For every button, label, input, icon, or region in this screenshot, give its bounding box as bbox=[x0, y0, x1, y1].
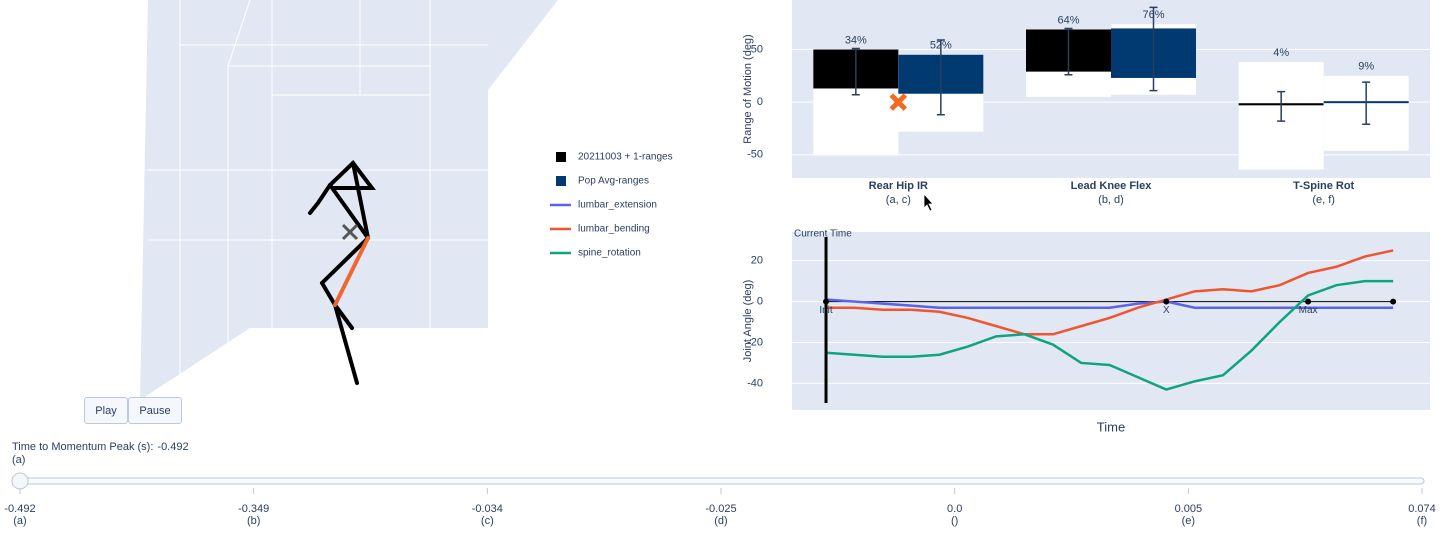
event-label: Max bbox=[1299, 305, 1318, 316]
x-tick-label: Rear Hip IR bbox=[869, 180, 928, 192]
line-series bbox=[825, 279, 1394, 391]
error-bar bbox=[1064, 27, 1073, 76]
y-tick-label: 0 bbox=[757, 295, 763, 307]
legend-label: lumbar_extension bbox=[578, 200, 657, 211]
plot-area bbox=[792, 232, 1430, 410]
slider-handle[interactable] bbox=[11, 472, 29, 490]
slider-step-sub: () bbox=[951, 515, 958, 527]
scene-marker bbox=[341, 223, 359, 241]
y-tick-label: -40 bbox=[747, 377, 763, 389]
slider-step-label[interactable]: -0.034 bbox=[472, 503, 503, 515]
y-axis-title: Joint Angle (deg) bbox=[742, 280, 754, 363]
legend-swatch bbox=[556, 152, 566, 162]
slider-track[interactable] bbox=[11, 477, 1425, 485]
scene-grid bbox=[148, 0, 488, 380]
slider-current-sub: (a) bbox=[12, 454, 25, 466]
value-label: 52% bbox=[930, 40, 952, 52]
y-tick-label: -50 bbox=[747, 149, 763, 161]
slider-step-sub: (d) bbox=[714, 515, 727, 527]
line-series bbox=[825, 298, 1394, 309]
x-axis-title: Time bbox=[1097, 419, 1125, 434]
legend-label: spine_rotation bbox=[578, 248, 641, 259]
slider-step-sub: (c) bbox=[481, 515, 494, 527]
error-bar bbox=[851, 47, 860, 96]
y-axis-title: Range of Motion (deg) bbox=[742, 34, 754, 143]
y-tick-label: 50 bbox=[751, 43, 763, 55]
slider-step-label[interactable]: 0.005 bbox=[1175, 503, 1203, 515]
cursor bbox=[923, 192, 934, 212]
legend-swatch bbox=[556, 176, 566, 186]
slider-step-label[interactable]: 0.074 bbox=[1408, 503, 1436, 515]
x-tick-sublabel: (b, d) bbox=[1098, 194, 1124, 206]
skeleton bbox=[308, 160, 377, 385]
x-tick-label: T-Spine Rot bbox=[1293, 180, 1354, 192]
line-chart: -40-20020InitXMaxCurrent Time bbox=[747, 229, 1430, 403]
slider-current: Time to Momentum Peak (s): -0.492 bbox=[12, 441, 189, 453]
slider-step-label[interactable]: -0.025 bbox=[705, 503, 736, 515]
error-bar bbox=[936, 39, 945, 116]
slider-step-label[interactable]: 0.0 bbox=[947, 503, 962, 515]
legend-label: 20211003 + 1-ranges bbox=[578, 152, 673, 163]
slider-step-sub: (e) bbox=[1182, 515, 1195, 527]
slider-step-sub: (a) bbox=[13, 515, 26, 527]
line-series bbox=[826, 249, 1394, 336]
slider-steps: -0.492(a)-0.349(b)-0.034(c)-0.025(d)0.0(… bbox=[4, 488, 1436, 527]
legend: 20211003 + 1-ranges Pop Avg-ranges lumbar_… bbox=[550, 152, 673, 259]
y-tick-label: 0 bbox=[757, 96, 763, 108]
event-marker bbox=[1390, 298, 1397, 305]
bar-chart: -50 0 50 Rear Hip IR (a, c) 34% 52% Lead Knee F… bbox=[747, 6, 1430, 206]
value-label: 9% bbox=[1358, 61, 1374, 73]
current-time-label: Current Time bbox=[794, 229, 852, 240]
marker bbox=[889, 93, 908, 111]
pause-button[interactable]: Pause bbox=[128, 397, 182, 424]
legend-label: lumbar_bending bbox=[578, 224, 650, 235]
value-label: 64% bbox=[1057, 14, 1079, 26]
y-tick-label: 20 bbox=[751, 255, 763, 267]
error-bar bbox=[1362, 81, 1371, 126]
x-tick-sublabel: (a, c) bbox=[886, 194, 911, 206]
value-label: 4% bbox=[1273, 47, 1289, 59]
slider-step-label[interactable]: -0.492 bbox=[4, 503, 35, 515]
event-marker bbox=[1305, 298, 1312, 305]
error-bar bbox=[1149, 6, 1158, 92]
y-tick-label: -20 bbox=[747, 336, 763, 348]
value-label: 34% bbox=[845, 34, 867, 46]
legend-label: Pop Avg-ranges bbox=[578, 176, 649, 187]
slider-step-label[interactable]: -0.349 bbox=[238, 503, 269, 515]
slider-value: -0.492 bbox=[157, 441, 188, 453]
error-bar bbox=[1277, 90, 1286, 122]
slider-step-sub: (f) bbox=[1417, 515, 1427, 527]
scene-3d bbox=[140, 0, 558, 400]
x-tick-label: Lead Knee Flex bbox=[1071, 180, 1153, 192]
value-label: 76% bbox=[1142, 9, 1164, 21]
event-label: X bbox=[1163, 305, 1170, 316]
slider-step-sub: (b) bbox=[247, 515, 260, 527]
slider-prefix: Time to Momentum Peak (s): bbox=[12, 441, 153, 453]
x-tick-sublabel: (e, f) bbox=[1312, 194, 1335, 206]
event-marker bbox=[1163, 298, 1170, 305]
play-button[interactable]: Play bbox=[84, 397, 128, 424]
